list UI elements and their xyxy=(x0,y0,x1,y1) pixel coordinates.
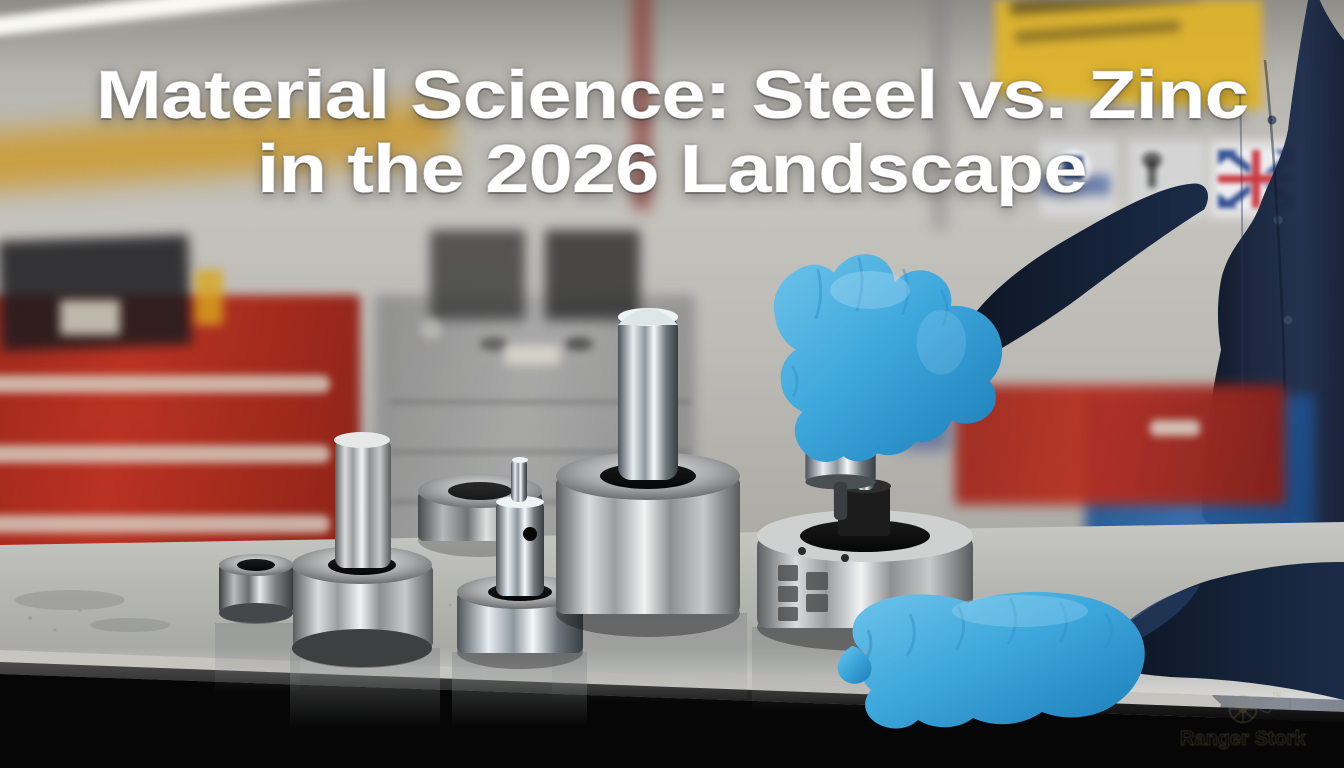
svg-text:Ranger Stork: Ranger Stork xyxy=(1180,728,1306,750)
svg-text:TM: TM xyxy=(1272,692,1281,699)
